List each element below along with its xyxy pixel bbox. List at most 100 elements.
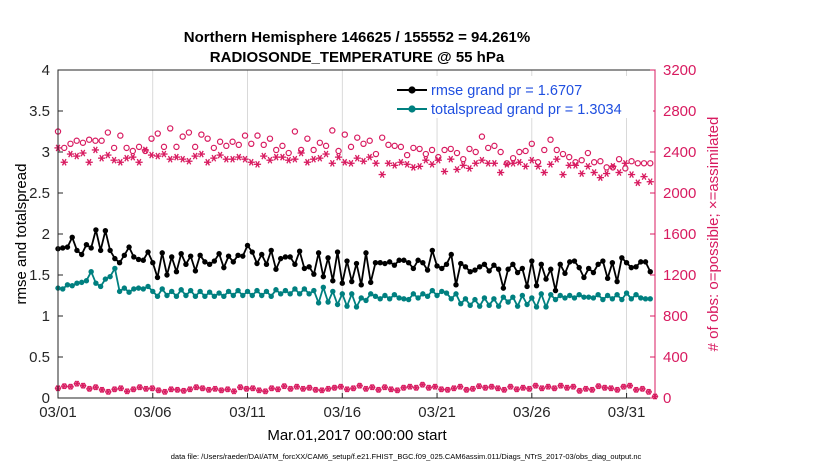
totalspread-point: [116, 288, 123, 295]
totalspread-point: [320, 284, 327, 290]
totalspread-point: [638, 295, 644, 301]
totalspread-point: [481, 295, 488, 301]
obs-possible-point: [428, 146, 436, 154]
rmse-point: [429, 247, 436, 254]
data-file-footer: data file: /Users/raeder/DAI/ATM_forcXX/…: [171, 452, 642, 461]
totalspread-point: [254, 287, 260, 294]
rmse-point: [164, 272, 170, 278]
obs-assimilated-point: [241, 155, 249, 163]
obs-possible-point: [453, 149, 461, 157]
obs-low-assimilated-point: [73, 380, 81, 387]
obs-assimilated-point: [503, 160, 511, 168]
obs-possible-point: [167, 125, 174, 132]
obs-low-assimilated-point: [142, 385, 150, 392]
rmse-point: [150, 260, 156, 266]
obs-low-assimilated-point: [350, 385, 357, 392]
totalspread-point: [538, 291, 544, 297]
obs-possible-point: [198, 131, 205, 138]
legend: rmse grand pr = 1.6707 totalspread grand…: [395, 76, 653, 118]
obs-low-assimilated-point: [601, 384, 608, 391]
y-axis-label: rmse and totalspread: [13, 164, 30, 305]
totalspread-point: [240, 292, 246, 299]
obs-assimilated-point: [590, 169, 598, 176]
obs-possible-point: [335, 147, 342, 155]
obs-assimilated-point: [528, 156, 536, 164]
obs-possible-point: [584, 149, 592, 157]
obs-low-assimilated-point: [614, 386, 621, 393]
rmse-point: [642, 259, 649, 265]
rmse-point: [448, 251, 454, 258]
rmse-point: [259, 251, 265, 258]
totalspread-point: [60, 286, 66, 292]
rmse-point: [344, 258, 350, 264]
totalspread-point: [401, 296, 407, 302]
rmse-point: [396, 257, 402, 263]
rmse-point: [571, 258, 578, 264]
obs-assimilated-point: [634, 179, 642, 187]
rmse-point: [486, 268, 492, 274]
totalspread-point: [121, 285, 128, 291]
totalspread-point: [145, 283, 151, 290]
rmse-point: [64, 244, 71, 250]
totalspread-point: [386, 296, 393, 302]
totalspread-point: [112, 265, 118, 272]
rmse-point: [83, 241, 90, 248]
totalspread-point: [292, 286, 298, 292]
totalspread-point: [325, 299, 331, 305]
grid: [57, 70, 627, 398]
obs-assimilated-point: [185, 157, 193, 165]
obs-assimilated-point: [621, 159, 629, 167]
obs-low-assimilated-point: [299, 385, 307, 392]
totalspread-point: [642, 296, 649, 302]
rmse-point: [225, 253, 232, 259]
y2-tick-label: 2000: [663, 185, 696, 202]
obs-possible-point: [615, 155, 623, 163]
obs-assimilated-point: [285, 156, 293, 164]
totalspread-point: [633, 291, 639, 298]
y-tick-label: 0: [42, 390, 50, 407]
rmse-point: [628, 264, 635, 271]
totalspread-point: [467, 302, 473, 309]
x-tick-label: 03/31: [608, 404, 646, 421]
obs-possible-point: [254, 132, 261, 139]
rmse-point: [169, 254, 175, 260]
obs-possible-point: [484, 144, 492, 152]
obs-low-assimilated-point: [570, 383, 577, 390]
totalspread-point: [623, 290, 630, 296]
obs-low-assimilated-point: [180, 387, 187, 394]
totalspread-point: [78, 279, 85, 286]
obs-assimilated-point: [565, 161, 573, 169]
obs-assimilated-point: [603, 170, 611, 177]
obs-low-assimilated-point: [268, 385, 275, 392]
totalspread-point: [64, 282, 71, 288]
obs-assimilated-point: [334, 153, 343, 161]
totalspread-point: [126, 289, 132, 295]
totalspread-point: [600, 296, 606, 303]
rmse-point: [372, 260, 379, 266]
obs-assimilated-point: [147, 151, 156, 159]
obs-assimilated-point: [297, 149, 305, 157]
totalspread-point: [462, 296, 469, 302]
obs-low-assimilated-point: [513, 386, 520, 393]
totalspread-point: [216, 290, 222, 296]
x-tick-label: 03/01: [39, 404, 77, 421]
obs-possible-point: [547, 136, 554, 143]
rmse-point: [187, 253, 194, 259]
obs-possible-point: [628, 158, 635, 165]
obs-possible-point: [366, 137, 373, 144]
obs-assimilated-point: [191, 152, 199, 160]
obs-low-assimilated-point: [369, 384, 376, 391]
rmse-point: [467, 269, 473, 275]
obs-possible-point: [603, 164, 610, 171]
obs-low-assimilated-point: [167, 386, 175, 393]
obs-assimilated-point: [553, 155, 561, 163]
obs-assimilated-point: [559, 171, 567, 179]
obs-possible-point: [135, 143, 143, 151]
totalspread-point: [83, 278, 90, 284]
rmse-point: [93, 227, 99, 233]
rmse-point: [405, 260, 412, 266]
totalspread-point: [225, 288, 232, 295]
totalspread-point: [88, 269, 94, 275]
rmse-point: [183, 261, 189, 268]
totalspread-point: [529, 295, 535, 301]
